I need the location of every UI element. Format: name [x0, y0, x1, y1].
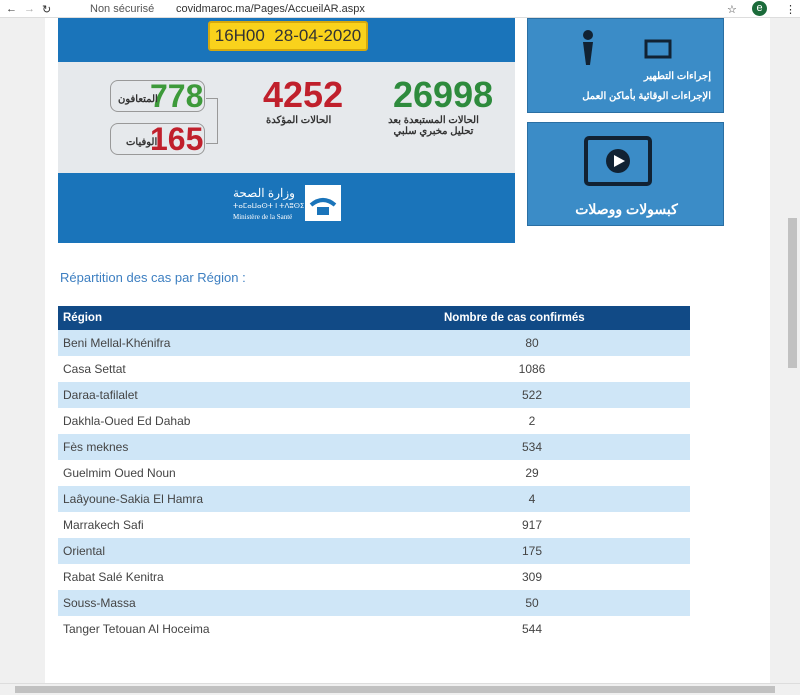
- menu-button[interactable]: ⋮: [785, 4, 796, 16]
- table-row: Fès meknes 534: [58, 434, 690, 460]
- region-name: Oriental: [58, 538, 374, 564]
- region-name: Tanger Tetouan Al Hoceima: [63, 622, 210, 636]
- timestamp: 16H00 28-04-2020: [208, 21, 368, 51]
- back-button[interactable]: ←: [6, 3, 17, 15]
- table-row: Guelmim Oued Noun 29: [58, 460, 690, 486]
- region-name: Casa Settat: [63, 362, 126, 376]
- forward-button[interactable]: →: [24, 3, 35, 15]
- recovered-value: 778: [150, 78, 204, 114]
- confirmed-label: الحالات المؤكدة: [266, 115, 332, 126]
- header-cell: Région: [58, 306, 374, 330]
- case-count: 50: [374, 590, 690, 616]
- ministry-fr: Ministère de la Santé: [233, 213, 293, 221]
- table-row: Oriental 175: [58, 538, 690, 564]
- region-name: Rabat Salé Kenitra: [63, 570, 164, 584]
- region-table: Région Nombre de cas confirmés Beni Mella…: [58, 306, 690, 642]
- url[interactable]: covidmaroc.ma/Pages/AccueilAR.aspx: [176, 3, 365, 15]
- region-name: Guelmim Oued Noun: [63, 466, 176, 480]
- region-name: Laâyoune-Sakia El Hamra: [58, 486, 374, 512]
- case-count: 534: [374, 434, 690, 460]
- browser-bar: ← → ↻ Non sécurisé covidmaroc.ma/Pages/A…: [0, 0, 800, 18]
- region-name: Souss-Massa: [58, 590, 374, 616]
- content: 16H00 28-04-2020 778 المتعافون 165 الوفي…: [45, 18, 770, 683]
- case-count: 80: [374, 330, 690, 356]
- deaths-value: 165: [150, 121, 204, 157]
- table-row: Rabat Salé Kenitra 309: [58, 564, 690, 590]
- bookmark-star[interactable]: ☆: [727, 4, 737, 16]
- deaths-box: [110, 123, 205, 155]
- card-item: إجراءات التطهير: [643, 71, 711, 82]
- region-name: Fès meknes: [58, 434, 374, 460]
- section-title: Répartition des cas par Région :: [60, 270, 246, 285]
- card-title: كبسولات ووصلات: [575, 201, 678, 217]
- card-measures[interactable]: إجراءات التطهير الإجراءات الوقائية بأماك…: [527, 18, 724, 113]
- excluded-value: 26998: [393, 74, 494, 115]
- table-row: Tanger Tetouan Al Hoceima 544: [58, 616, 690, 642]
- case-count: 544: [521, 622, 543, 636]
- deaths-label: الوفيات: [126, 137, 158, 148]
- excluded-label: الحالات المستبعدة بعد تحليل مخبري سلبي: [388, 115, 479, 137]
- table-row: Daraa-tafilalet 522: [58, 382, 690, 408]
- video-icon: [584, 136, 652, 186]
- header-cell: Nombre de cas confirmés: [374, 306, 690, 330]
- date: 28-04-2020: [274, 26, 362, 45]
- recovered-label: المتعافون: [118, 94, 158, 105]
- card-videos[interactable]: كبسولات ووصلات: [527, 122, 724, 226]
- card-icon: [583, 30, 672, 65]
- case-count: 2: [528, 414, 536, 428]
- case-count: 309: [521, 570, 543, 584]
- ministry-tifinagh: ⵜⴰⵎⴰⵡⴰⵙⵜ ⵏ ⵜⴷⵓⵙⵉ: [233, 203, 305, 210]
- region-name: Dakhla-Oued Ed Dahab: [63, 414, 191, 428]
- bracket: [206, 98, 218, 144]
- table-body: Beni Mellal-Khénifra 80 Casa Settat 1086 Dar…: [58, 330, 690, 642]
- case-count: 175: [374, 538, 690, 564]
- case-count: 917: [521, 518, 543, 532]
- case-count: 29: [525, 466, 539, 480]
- table-row: Laâyoune-Sakia El Hamra 4: [58, 486, 690, 512]
- region-name: Daraa-tafilalet: [58, 382, 374, 408]
- time: 16H00: [214, 26, 265, 45]
- table-row: Dakhla-Oued Ed Dahab 2: [58, 408, 690, 434]
- security-label[interactable]: Non sécurisé: [90, 3, 155, 15]
- table-row: Souss-Massa 50: [58, 590, 690, 616]
- table-row: Marrakech Safi 917: [58, 512, 690, 538]
- reload-button[interactable]: ↻: [42, 4, 52, 16]
- ministry-logo: [305, 185, 341, 221]
- vertical-scrollbar[interactable]: [785, 18, 800, 683]
- table-header: Région Nombre de cas confirmés: [58, 306, 690, 330]
- case-count: 4: [374, 486, 690, 512]
- region-name: Beni Mellal-Khénifra: [58, 330, 374, 356]
- profile-avatar[interactable]: e: [752, 1, 767, 16]
- case-count: 522: [374, 382, 690, 408]
- region-name: Marrakech Safi: [63, 518, 144, 532]
- horizontal-scrollbar[interactable]: [0, 683, 800, 695]
- recovered-box: [110, 80, 205, 112]
- case-count: 1086: [518, 362, 546, 376]
- ministry-ar: وزارة الصحة: [233, 186, 295, 200]
- table-row: Casa Settat 1086: [58, 356, 690, 382]
- card-item: الإجراءات الوقائية بأماكن العمل: [582, 91, 711, 102]
- confirmed-value: 4252: [263, 74, 344, 115]
- banner: 16H00 28-04-2020 778 المتعافون 165 الوفي…: [58, 18, 515, 243]
- table-row: Beni Mellal-Khénifra 80: [58, 330, 690, 356]
- banner-bottom: [58, 173, 515, 243]
